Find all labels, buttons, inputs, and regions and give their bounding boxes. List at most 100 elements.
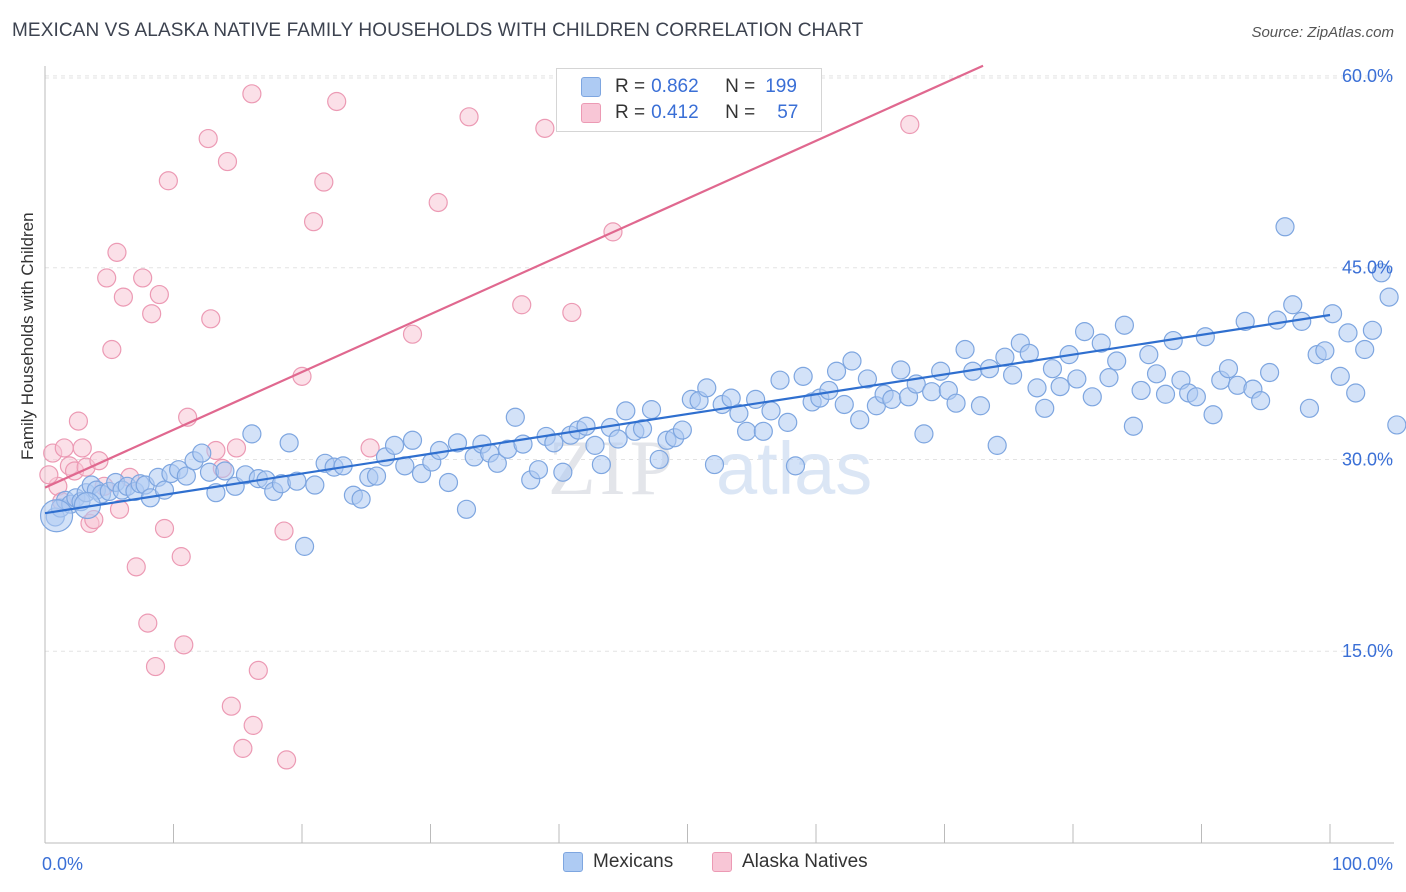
mexicans-point <box>891 360 911 380</box>
alaska-native-point <box>126 557 146 577</box>
y-tick-label: 60.0% <box>1342 66 1393 86</box>
mexicans-point <box>305 475 325 495</box>
alaska-native-point <box>109 499 130 519</box>
mexicans-point <box>1186 387 1206 407</box>
mexicans-point <box>1371 263 1392 283</box>
legend-n-label: N = <box>725 102 756 123</box>
alaska-native-point <box>149 284 169 305</box>
alaska-native-point <box>360 438 380 458</box>
mexicans-point <box>697 378 717 398</box>
mexicans-point <box>366 466 387 486</box>
y-tick-label: 30.0% <box>1342 449 1393 469</box>
mexicans-point <box>576 416 596 436</box>
alaska-native-point <box>39 465 59 485</box>
mexicans-point <box>287 471 307 491</box>
bottom-legend-mexicans[interactable]: Mexicans <box>563 851 673 873</box>
mexicans-point <box>834 394 854 415</box>
points-layer <box>39 84 1406 770</box>
alaska-native-point <box>158 171 178 191</box>
mexicans-point <box>1035 398 1055 418</box>
mexicans-point <box>447 433 468 453</box>
bottom-legend-label-alaska-natives: Alaska Natives <box>742 851 868 872</box>
alaska-native-point <box>428 192 448 213</box>
bottom-legend-swatch-mexicans <box>563 852 583 872</box>
mexicans-point <box>1146 364 1167 384</box>
mexicans-point <box>402 430 423 450</box>
x-tick-label: 100.0% <box>1332 854 1393 874</box>
mexicans-point <box>351 489 371 509</box>
bottom-legend-alaska-natives[interactable]: Alaska Natives <box>712 851 868 873</box>
alaska-native-point <box>221 696 241 716</box>
mexicans-point <box>1074 322 1095 342</box>
alaska-native-point <box>72 438 92 458</box>
grid-layer <box>45 75 1394 652</box>
mexicans-point <box>987 435 1007 455</box>
alaska-native-point <box>107 242 127 262</box>
legend-r-label: R = <box>615 76 646 97</box>
chart-source: Source: ZipAtlas.com <box>1251 24 1394 41</box>
mexicans-point <box>242 424 262 444</box>
alaska-native-point <box>562 302 582 323</box>
alaska-native-point <box>402 324 423 344</box>
alaska-native-point <box>154 518 175 539</box>
mexicans-point <box>1218 359 1239 379</box>
mexicans-point <box>456 499 477 519</box>
mexicans-point <box>778 412 798 432</box>
alaska-native-point <box>459 107 479 127</box>
mexicans-point <box>946 393 966 413</box>
mexicans-point <box>616 401 636 421</box>
mexicans-point <box>608 429 628 449</box>
mexicans-point <box>1355 339 1375 360</box>
mexicans-point <box>528 460 549 480</box>
alaska-native-point <box>248 660 268 681</box>
alaska-native-point <box>512 295 532 315</box>
mexicans-point <box>279 433 299 453</box>
alaska-native-point <box>142 304 162 324</box>
mexicans-point <box>384 435 405 455</box>
mexicans-point <box>761 401 781 421</box>
alaska-native-point <box>171 547 191 567</box>
mexicans-point <box>850 410 870 430</box>
mexicans-point <box>176 466 196 486</box>
alaska-native-point <box>242 84 262 104</box>
legend-swatch-alaska-natives <box>581 103 601 123</box>
mexicans-point <box>1299 398 1320 418</box>
mexicans-point <box>1346 383 1366 403</box>
alaska-native-point <box>314 172 334 192</box>
mexicans-point <box>1027 378 1047 398</box>
alaska-native-point <box>145 656 166 677</box>
mexicans-point <box>1330 366 1350 386</box>
legend-n-label: N = <box>725 76 756 97</box>
mexicans-point <box>1195 327 1215 347</box>
mexicans-point <box>1123 416 1143 436</box>
x-tick-label: 0.0% <box>42 854 83 874</box>
mexicans-point <box>970 396 991 416</box>
alaska-native-point <box>303 212 324 232</box>
mexicans-point <box>842 351 862 371</box>
alaska-native-point <box>535 118 555 138</box>
mexicans-point <box>1338 323 1358 343</box>
alaska-native-point <box>201 309 221 329</box>
alaska-native-point <box>133 268 153 288</box>
mexicans-point <box>641 400 662 420</box>
legend-r-label: R = <box>615 102 646 123</box>
mexicans-point <box>1387 415 1406 435</box>
alaska-native-point <box>198 128 218 149</box>
legend-r-value: 0.862 <box>651 76 699 97</box>
legend-n-value: 57 <box>777 102 799 123</box>
mexicans-point <box>704 454 725 475</box>
mexicans-point <box>294 536 315 556</box>
mexicans-point <box>729 403 749 424</box>
mexicans-point <box>1050 376 1070 397</box>
mexicans-point <box>672 420 692 440</box>
mexicans-point <box>931 361 951 381</box>
mexicans-trend-line <box>44 313 1331 515</box>
trend-layer <box>44 64 1331 515</box>
mexicans-point <box>914 424 934 444</box>
mexicans-point <box>955 339 975 360</box>
alaska-native-point <box>68 411 89 431</box>
mexicans-point <box>438 472 459 493</box>
mexicans-point <box>737 421 757 441</box>
mexicans-point <box>785 456 806 476</box>
